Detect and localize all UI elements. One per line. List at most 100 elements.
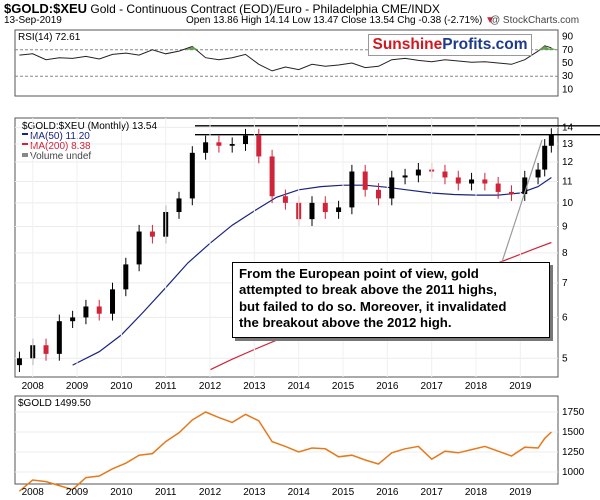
price-candle <box>110 289 116 314</box>
price-candle <box>548 134 554 146</box>
annotation-box: From the European point of view, gold at… <box>232 262 550 338</box>
price-candle <box>43 345 49 354</box>
sunshine-profits-logo: SunshineProfits.com <box>368 34 532 56</box>
rsi-overbought-fill <box>545 47 558 50</box>
price-candle <box>349 171 355 208</box>
rsi-tick-label: 90 <box>562 32 574 43</box>
x-tick-label: 2019 <box>509 381 532 392</box>
price-candle <box>70 317 76 322</box>
price-tick-label: 13 <box>562 139 574 150</box>
gold-tick-label: 1250 <box>562 447 585 458</box>
quote-values: Open 13.86 High 14.14 Low 13.47 Close 13… <box>186 15 483 26</box>
volume-swatch <box>22 153 28 157</box>
gold-x-tick-label: 2019 <box>509 487 532 498</box>
price-candle <box>309 202 315 220</box>
price-candle <box>149 231 155 237</box>
price-candle <box>322 202 328 213</box>
x-tick-label: 2018 <box>465 381 488 392</box>
ma50-legend: MA(50) 11.20 <box>30 131 90 142</box>
price-candle <box>256 135 262 157</box>
rsi-overbought-fill <box>186 46 199 50</box>
gold-x-tick-label: 2014 <box>288 487 311 498</box>
price-candle <box>482 179 488 184</box>
gold-usd-panel: 1750 1500 1250 1000 $GOLD 1499.50 <box>14 395 585 492</box>
gold-x-tick-label: 2012 <box>199 487 222 498</box>
price-tick-label: 14 <box>562 122 574 133</box>
x-tick-label: 2014 <box>288 381 311 392</box>
ma50-line <box>72 177 552 366</box>
callout-pointer <box>499 139 543 269</box>
chart-description: Gold - Continuous Contract (EOD)/Euro - … <box>90 2 378 16</box>
rsi-tick-label: 10 <box>562 84 574 95</box>
gold-line <box>18 411 552 492</box>
chart-date: 13-Sep-2019 <box>4 15 62 26</box>
ma50-swatch <box>22 133 28 135</box>
price-tick-label: 5 <box>562 353 568 364</box>
annotation-line: the breakout above the 2012 high. <box>239 315 452 331</box>
chart-symbol: $GOLD:$XEU <box>4 1 88 16</box>
rsi-tick-label: 50 <box>562 58 574 69</box>
price-candle <box>282 196 288 203</box>
annotation-line: attempted to break above the 2011 highs, <box>239 282 497 298</box>
x-tick-label: 2015 <box>332 381 355 392</box>
price-tick-label: 9 <box>562 221 568 232</box>
price-candle <box>535 169 541 178</box>
gold-x-tick-label: 2011 <box>155 487 177 498</box>
price-frame <box>14 117 559 378</box>
price-candle <box>402 175 408 178</box>
price-candle <box>269 156 275 197</box>
rsi-tick-label: 30 <box>562 71 574 82</box>
price-candle <box>508 191 514 195</box>
price-candle <box>362 171 368 190</box>
down-arrow-icon: ▼ <box>485 15 495 26</box>
ma200-legend: MA(200) 8.38 <box>30 141 91 152</box>
price-candle <box>495 183 501 192</box>
gold-tick-label: 1500 <box>562 427 585 438</box>
price-candle <box>189 152 195 199</box>
price-candle <box>16 358 22 366</box>
gold-x-tick-label: 2009 <box>66 487 89 498</box>
gold-x-tick-label: 2010 <box>110 487 133 498</box>
price-tick-label: 10 <box>562 198 574 209</box>
x-tick-label: 2008 <box>22 381 45 392</box>
rsi-label: RSI(14) 72.61 <box>18 32 81 43</box>
price-candle <box>469 179 475 184</box>
gold-x-tick-label: 2013 <box>243 487 266 498</box>
rsi-tick-label: 70 <box>562 45 574 56</box>
annotation-line: From the European point of view, gold <box>239 266 479 281</box>
gold-tick-label: 1000 <box>562 467 585 478</box>
price-tick-label: 7 <box>562 278 568 289</box>
gold-x-tick-label: 2015 <box>332 487 355 498</box>
ma200-swatch <box>22 143 28 145</box>
gold-x-tick-label: 2017 <box>421 487 444 498</box>
price-candle <box>415 169 421 176</box>
price-candle <box>216 142 222 146</box>
chart-exchange: CME/INDX <box>381 2 440 16</box>
x-tick-label: 2010 <box>110 381 133 392</box>
watermark: @ StockCharts.com <box>490 15 580 26</box>
price-candle <box>136 231 142 265</box>
price-candle <box>542 145 548 170</box>
x-tick-label: 2016 <box>376 381 399 392</box>
price-candle <box>203 142 209 153</box>
price-candle <box>455 177 461 184</box>
price-tick-label: 12 <box>562 157 574 168</box>
price-candle <box>83 306 89 318</box>
price-candle <box>229 144 235 146</box>
price-candle <box>389 177 395 199</box>
price-candle <box>123 264 129 290</box>
gold-x-tick-label: 2016 <box>376 487 399 498</box>
price-candle <box>522 177 528 195</box>
quote-line: Open 13.86 High 14.14 Low 13.47 Close 13… <box>186 15 495 26</box>
price-candle <box>242 135 248 145</box>
gold-x-tick-label: 2018 <box>465 487 488 498</box>
rsi-overbought-fill <box>538 45 551 50</box>
x-tick-label: 2013 <box>243 381 266 392</box>
price-tick-label: 6 <box>562 312 568 323</box>
x-tick-label: 2011 <box>155 381 177 392</box>
rsi-line <box>19 45 552 72</box>
x-tick-label: 2009 <box>66 381 89 392</box>
price-candle <box>442 171 448 178</box>
annotation-line: but failed to do so. Moreover, it invali… <box>239 298 507 314</box>
